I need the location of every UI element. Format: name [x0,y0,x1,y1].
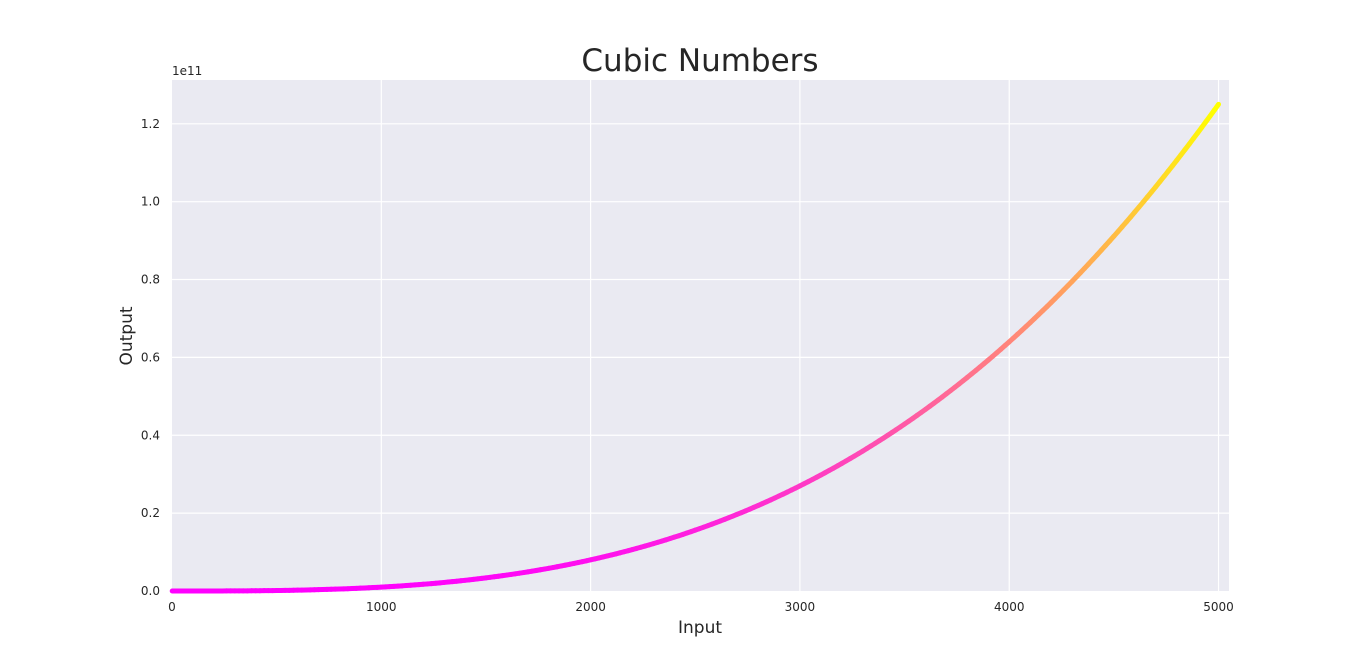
data-series-cubic [169,101,1222,594]
x-tick-label: 5000 [1203,600,1234,614]
y-tick-label: 0.4 [141,428,160,442]
x-tick-label: 1000 [366,600,397,614]
tick-labels: 0 1000 2000 3000 4000 5000 0.0 0.2 0.4 0.6 0.8 1.0 1… [141,117,1234,614]
y-axis-label: Output [117,306,137,365]
plot-area-background [172,80,1229,591]
data-point-segment [1211,101,1222,113]
y-axis-offset-label: 1e11 [172,64,202,78]
x-tick-label: 0 [168,600,176,614]
y-tick-label: 1.0 [141,195,160,209]
x-axis-label: Input [678,618,722,638]
x-tick-label: 3000 [785,600,816,614]
y-tick-label: 0.6 [141,350,160,364]
y-tick-label: 0.8 [141,273,160,287]
chart-title: Cubic Numbers [581,43,818,79]
x-tick-label: 4000 [994,600,1025,614]
y-tick-label: 1.2 [141,117,160,131]
y-tick-label: 0.2 [141,506,160,520]
grid-lines [172,80,1229,591]
x-tick-label: 2000 [575,600,606,614]
y-tick-label: 0.0 [141,584,160,598]
